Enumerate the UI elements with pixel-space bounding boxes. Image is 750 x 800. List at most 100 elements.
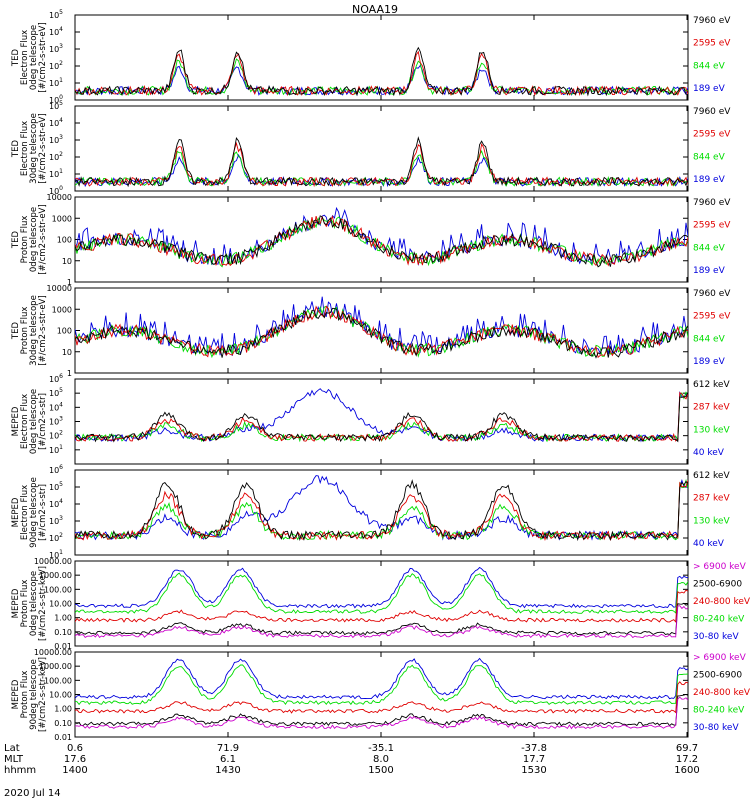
legend-entry: 2595 eV <box>693 312 731 322</box>
legend-entry: 2500-6900 <box>693 580 742 590</box>
series-trace <box>75 46 688 97</box>
legend-entry: 7960 eV <box>693 289 731 299</box>
panel-7: 0.01 0.10 1.00 10.00 100.00 1000.00 10000.00 ME… <box>11 557 750 651</box>
y-tick-label: 105 <box>49 387 63 398</box>
footer-row-label: MLT <box>4 754 24 765</box>
y-tick-label: 104 <box>49 401 63 412</box>
y-axis-label: [#/cm2-s-str-keV] <box>38 657 48 732</box>
y-tick-label: 105 <box>49 100 63 111</box>
footer-lat: -35.1 <box>368 743 394 754</box>
y-axis-label: [#/cm2-s-str-keV] <box>38 566 48 641</box>
legend-entry: 240-800 keV <box>693 688 750 698</box>
y-tick-label: 10.00 <box>49 691 72 700</box>
series-trace <box>75 64 688 96</box>
series-trace <box>75 392 688 443</box>
y-axis-label: Electron Flux <box>20 30 30 85</box>
legend-entry: 189 eV <box>693 84 726 94</box>
y-axis-label: Electron Flux <box>20 485 30 540</box>
y-tick-label: 1000.00 <box>39 662 72 671</box>
y-tick-label: 102 <box>49 532 63 543</box>
y-axis-label: [#/cm2-s-str] <box>38 393 48 450</box>
series-trace <box>75 136 688 188</box>
legend-entry: 2500-6900 <box>693 671 742 681</box>
y-tick-label: 102 <box>49 430 63 441</box>
y-tick-label: 105 <box>49 481 63 492</box>
footer-hhmm: 1500 <box>368 765 393 776</box>
legend-entry: 7960 eV <box>693 107 731 117</box>
y-axis-label: TED <box>11 230 21 249</box>
y-axis-label: MEPED <box>11 406 21 436</box>
y-axis-label: 0deg telescope <box>29 25 39 90</box>
footer-mlt: 17.6 <box>64 754 86 765</box>
legend-entry: 844 eV <box>693 243 726 253</box>
legend-entry: 2595 eV <box>693 39 731 49</box>
y-axis-label: Proton Flux <box>20 580 30 628</box>
legend-entry: > 6900 keV <box>693 653 747 663</box>
y-axis-label: Proton Flux <box>20 671 30 719</box>
y-tick-label: 100 <box>49 185 63 196</box>
y-tick-label: 1 <box>67 278 72 287</box>
legend-entry: 30-80 keV <box>693 723 739 733</box>
series-trace <box>75 296 688 357</box>
series-trace <box>75 391 688 442</box>
y-tick-label: 10000.00 <box>34 648 72 657</box>
traces <box>75 388 688 443</box>
y-tick-label: 10000 <box>47 284 72 293</box>
traces <box>75 566 688 639</box>
y-tick-label: 0.10 <box>54 719 72 728</box>
panel-5: 101 102 103 104 105 106 MEPED Electron Flux 0deg… <box>11 373 730 465</box>
y-axis-label: 30deg telescope <box>29 113 39 184</box>
y-tick-label: 0.10 <box>54 628 72 637</box>
series-trace <box>75 215 688 268</box>
y-tick-label: 102 <box>49 151 63 162</box>
traces <box>75 475 688 542</box>
series-trace <box>75 566 688 609</box>
y-tick-label: 0.01 <box>54 733 72 742</box>
series-trace <box>75 657 688 700</box>
y-axis-label: MEPED <box>11 497 21 527</box>
y-axis-label: TED <box>11 48 21 67</box>
y-axis-label: 0deg telescope <box>29 389 39 454</box>
series-trace <box>75 694 688 727</box>
y-axis-label: [#/cm2-s-str-eV] <box>38 113 48 183</box>
footer-hhmm: 1400 <box>62 765 87 776</box>
y-tick-label: 103 <box>49 43 63 54</box>
y-axis-label: 90deg telescope <box>29 477 39 548</box>
y-axis-label: [#/cm2-s-str-eV] <box>38 204 48 274</box>
y-tick-label: 1000 <box>52 214 72 223</box>
footer-hhmm: 1600 <box>674 765 699 776</box>
date-label: 2020 Jul 14 <box>4 788 61 799</box>
y-tick-label: 1000 <box>52 305 72 314</box>
y-axis-label: MEPED <box>11 588 21 618</box>
series-trace <box>75 307 688 359</box>
y-tick-label: 100 <box>49 94 63 105</box>
legend-entry: 189 eV <box>693 266 726 276</box>
legend-entry: 80-240 keV <box>693 706 745 716</box>
y-axis-label: 30deg telescope <box>29 295 39 366</box>
y-tick-label: 104 <box>49 117 63 128</box>
traces <box>75 136 688 188</box>
legend-entry: 189 eV <box>693 357 726 367</box>
figure-title: NOAA19 <box>352 3 398 16</box>
legend-entry: 2595 eV <box>693 221 731 231</box>
legend-entry: 40 keV <box>693 539 725 549</box>
legend-entry: 7960 eV <box>693 198 731 208</box>
panel-3: 1 10 100 1000 10000 TED Proton Flux 0deg telesc… <box>11 193 731 287</box>
legend-entry: 844 eV <box>693 61 726 71</box>
traces <box>75 657 688 730</box>
panel-1: 100 101 102 103 104 105 TED Electron Flux 0deg t… <box>11 9 731 105</box>
series-trace <box>75 664 688 706</box>
y-tick-label: 1.00 <box>54 614 72 623</box>
legend-entry: 612 keV <box>693 471 730 481</box>
y-tick-label: 1000.00 <box>39 571 72 580</box>
traces <box>75 46 688 97</box>
y-axis-label: [#/cm2-s-str] <box>38 484 48 541</box>
legend-entry: 844 eV <box>693 334 726 344</box>
series-trace <box>75 589 688 623</box>
footer-mlt: 17.2 <box>676 754 698 765</box>
y-tick-label: 101 <box>49 168 63 179</box>
series-trace <box>75 696 688 730</box>
